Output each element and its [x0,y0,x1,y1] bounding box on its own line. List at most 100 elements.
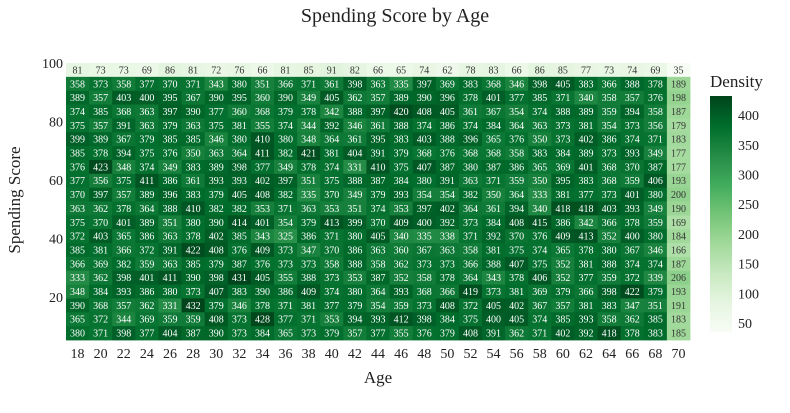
cell-value-label: 380 [463,162,478,173]
y-tick-label: 40 [49,232,63,247]
heatmap-cell [297,201,321,216]
heatmap-cell [597,284,622,299]
heatmap-cell [528,215,552,230]
heatmap-cell [66,76,90,92]
heatmap-cell [204,118,229,133]
cell-value-label: 402 [255,176,270,187]
heatmap-cell [181,256,206,272]
heatmap-cell [482,270,506,285]
cell-value-label: 360 [232,107,247,118]
cell-value-label: 374 [324,287,339,298]
cell-value-label: 371 [463,232,478,243]
cell-value-label: 399 [70,135,85,146]
heatmap-cell [551,118,575,133]
heatmap-cell [528,159,552,175]
heatmap-cell [435,132,460,147]
cell-value-label: 368 [417,149,432,160]
heatmap-cell [574,256,598,272]
heatmap-cell [181,132,206,147]
cell-value-label: 362 [93,273,108,284]
heatmap-cell [274,270,298,285]
cell-value-label: 373 [625,121,640,132]
y-tick-label: 100 [42,57,63,72]
heatmap-cell [112,326,136,341]
cell-value-label: 398 [532,79,547,90]
heatmap-cell [227,215,252,230]
heatmap-cell [574,298,598,313]
cell-value-label: 367 [625,245,640,256]
heatmap-cell [528,90,552,105]
heatmap-cell [181,201,206,216]
cell-value-label: 392 [579,329,594,340]
heatmap-cell [158,118,182,133]
heatmap-cell [297,298,321,313]
cell-value-label: 391 [486,329,501,340]
cell-value-label: 379 [163,121,178,132]
heatmap-cell [551,187,575,202]
cell-value-label: 372 [139,245,154,256]
cell-value-label: 396 [463,135,478,146]
cell-value-label: 374 [648,259,663,270]
cell-value-label: 407 [417,162,432,173]
heatmap-cell [66,270,90,285]
cell-value-label: 367 [417,245,432,256]
heatmap-cell [643,90,668,105]
cell-value-label: 385 [555,315,570,326]
cell-value-label: 339 [648,273,663,284]
cell-value-label: 368 [486,149,501,160]
cell-value-label: 375 [209,121,224,132]
cell-value-label: 378 [255,301,270,312]
heatmap-cell [250,270,275,285]
cell-value-label: 386 [555,218,570,229]
cell-value-label: 408 [417,107,432,118]
cell-value-label: 351 [255,79,270,90]
heatmap-cell [66,312,90,327]
heatmap-cell [435,76,460,92]
heatmap-cell [551,201,575,216]
x-tick-label: 38 [302,347,316,362]
cell-value-label: 375 [463,315,478,326]
cell-value-label: 378 [625,218,640,229]
heatmap-cell [227,118,252,133]
cell-value-label: 411 [140,176,155,187]
cell-value-label: 366 [602,79,617,90]
heatmap-cell [274,312,298,327]
cell-value-label: 359 [625,176,640,187]
cell-value-label: 373 [93,79,108,90]
heatmap-cell [181,298,206,313]
cell-value-label: 366 [463,259,478,270]
heatmap-cell [574,270,598,285]
heatmap-cell [366,187,390,202]
cell-value-label: 391 [116,121,131,132]
cell-value-label: 383 [602,301,617,312]
heatmap-cell [412,270,437,285]
heatmap-cell [204,146,229,161]
heatmap-cell [297,243,321,258]
x-tick-label: 58 [533,347,547,362]
cell-value-label: 373 [417,259,432,270]
heatmap-cell [574,284,598,299]
heatmap-cell [343,215,367,230]
cell-value-label: 362 [347,93,362,104]
cell-value-label: 374 [371,204,386,215]
heatmap-cell [505,201,529,216]
heatmap-cell [528,326,552,341]
heatmap-cell [89,284,113,299]
heatmap-cell [366,215,390,230]
cell-value-label: 373 [324,273,339,284]
cell-value-label: 81 [188,65,198,76]
cell-value-label: 368 [602,162,617,173]
x-tick-label: 20 [94,347,108,362]
cell-value-label: 432 [186,301,201,312]
cell-value-label: 371 [301,79,316,90]
heatmap-cell [435,326,460,341]
cell-value-label: 189 [671,79,686,90]
x-tick-label: 60 [556,347,570,362]
cell-value-label: 353 [255,204,270,215]
heatmap-cell [135,90,159,105]
heatmap-cell [66,298,90,313]
cell-value-label: 72 [211,65,221,76]
heatmap-cell [666,284,691,299]
heatmap-cell [343,104,367,119]
